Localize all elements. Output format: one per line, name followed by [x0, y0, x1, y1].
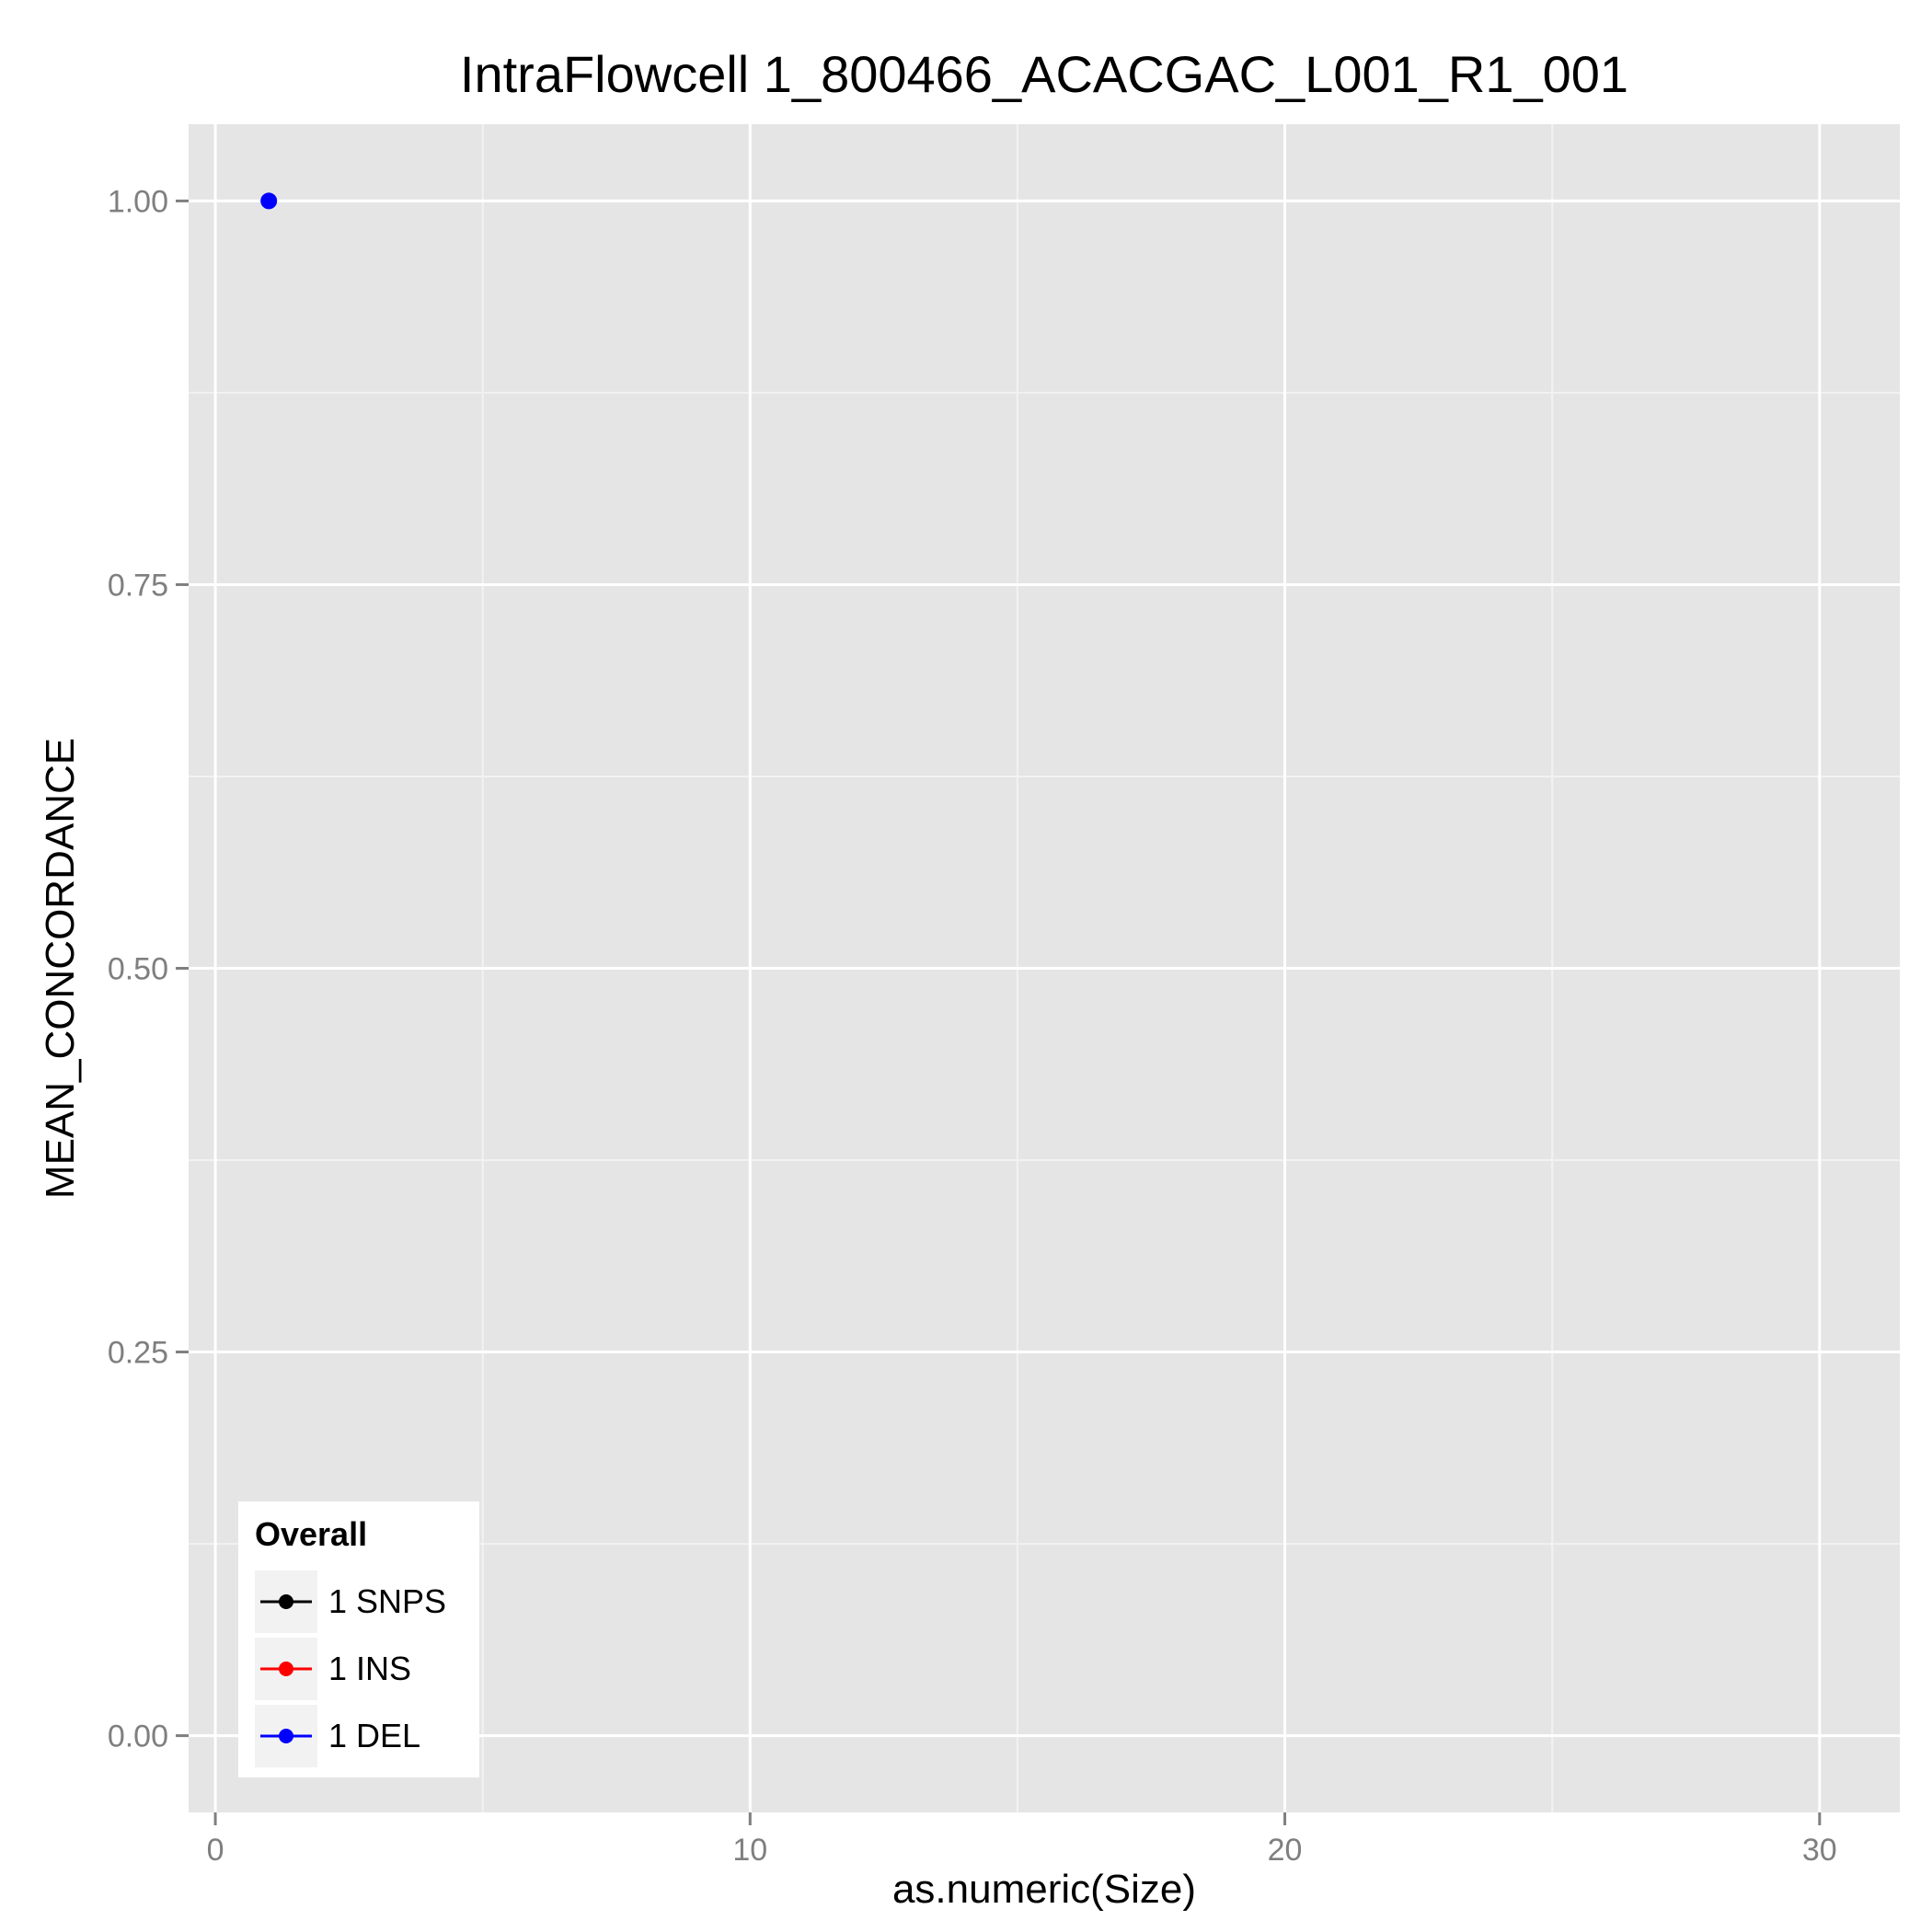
legend-key-point — [279, 1662, 293, 1676]
y-tick-label: 0.50 — [108, 952, 168, 987]
data-marks — [260, 192, 278, 210]
x-tick-label: 10 — [732, 1833, 767, 1868]
x-axis-title: as.numeric(Size) — [892, 1867, 1196, 1912]
legend-item-label: 1 INS — [328, 1650, 411, 1687]
legend-item-label: 1 SNPS — [328, 1582, 446, 1620]
axes: 0 10 20 30 0.00 0.25 0.50 0.75 1.00 — [108, 184, 1837, 1868]
y-tick-label: 1.00 — [108, 184, 168, 219]
legend-key-point — [279, 1594, 293, 1609]
x-tick-label: 30 — [1802, 1833, 1837, 1868]
y-axis-title: MEAN_CONCORDANCE — [38, 738, 83, 1199]
y-tick-label: 0.00 — [108, 1719, 168, 1754]
data-point — [260, 192, 278, 210]
legend-item-label: 1 DEL — [328, 1717, 420, 1754]
x-tick-label: 20 — [1268, 1833, 1303, 1868]
legend-title: Overall — [255, 1515, 367, 1553]
y-tick-label: 0.25 — [108, 1336, 168, 1371]
chart-title: IntraFlowcell 1_800466_ACACGAC_L001_R1_0… — [460, 45, 1628, 103]
legend: Overall 1 SNPS 1 INS 1 DEL — [238, 1501, 479, 1777]
legend-key-point — [279, 1729, 293, 1743]
x-tick-label: 0 — [207, 1833, 224, 1868]
y-tick-label: 0.75 — [108, 568, 168, 603]
major-gridlines — [189, 124, 1900, 1812]
legend-items: 1 SNPS 1 INS 1 DEL — [255, 1570, 446, 1767]
